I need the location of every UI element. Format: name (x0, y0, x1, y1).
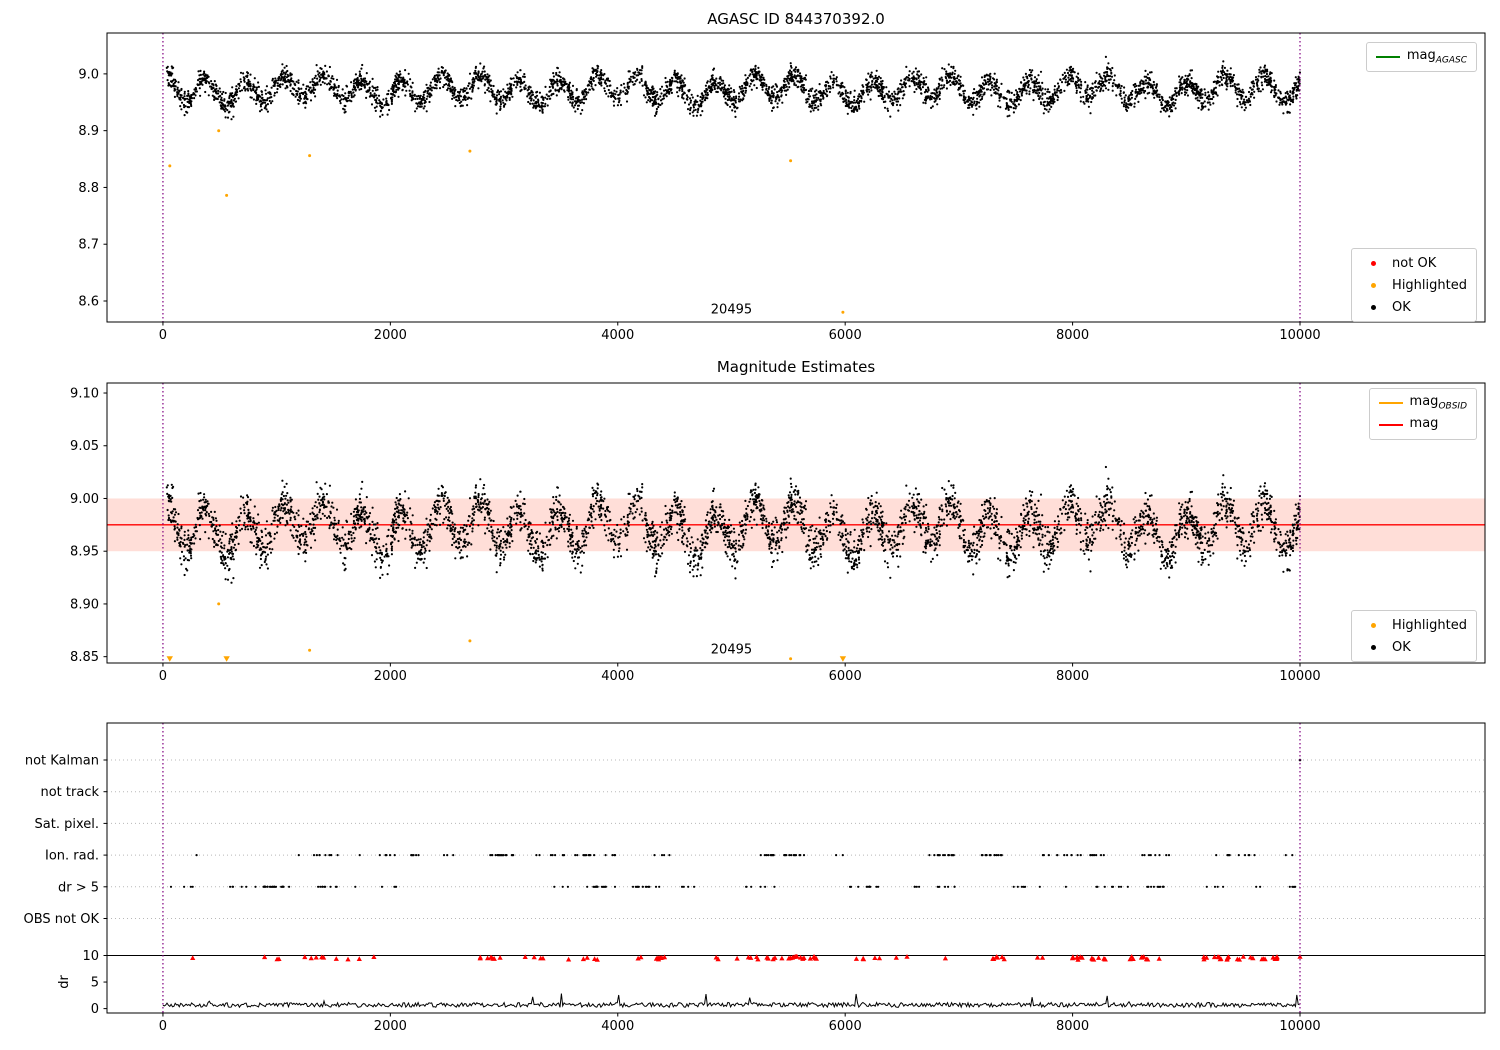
legend-label-ok: OK (1392, 299, 1411, 315)
legend-entry-highlighted: Highlighted (1361, 616, 1467, 634)
y-tick-label: 8.8 (78, 181, 99, 196)
category-label: OBS not OK (24, 912, 100, 927)
x-tick-label: 8000 (1056, 669, 1089, 684)
x-tick-label: 6000 (829, 328, 862, 343)
orange-dot-swatch (1370, 282, 1376, 288)
plot-agasc: 20495 0 2000 4000 6000 8000 10000 8.6 8.7 8.8 8.9 9… (78, 32, 1486, 343)
x-tick-label: 2000 (374, 328, 407, 343)
y-tick-label: 9.05 (70, 439, 99, 454)
category-label: Sat. pixel. (35, 817, 99, 832)
orange-line-swatch (1378, 402, 1403, 404)
label-base: mag (1409, 394, 1439, 410)
legend-label-not-ok: not OK (1392, 255, 1437, 271)
legend-entry-highlighted: Highlighted (1361, 276, 1467, 294)
y-tick-label: 8.9 (78, 124, 99, 139)
plot1-title: AGASC ID 844370392.0 (707, 10, 885, 28)
legend-label-mag: mag (1410, 416, 1439, 434)
obsid-annotation: 20495 (711, 302, 752, 317)
label-sub: AGASC (1435, 55, 1467, 66)
y-tick-label: 9.00 (70, 492, 99, 507)
black-dot-swatch (1370, 304, 1376, 310)
category-label: not track (40, 785, 99, 800)
dr-trace (162, 993, 1300, 1009)
plot2-title: Magnitude Estimates (716, 358, 876, 376)
y-tick-label: 8.90 (70, 597, 99, 612)
marker-cell (1361, 260, 1385, 266)
x-tick-label: 10000 (1279, 669, 1320, 684)
dr-tick-label: 10 (82, 949, 99, 964)
label-base: mag (1406, 48, 1436, 64)
plot-flags: 0 2000 4000 6000 8000 10000 not Kalman not trac… (24, 722, 1486, 1034)
dr-exceed-markers (190, 953, 1303, 962)
x-tick-label: 4000 (601, 328, 634, 343)
legend-plot1-markers: not OK Highlighted OK (1351, 248, 1477, 322)
legend-mag-agasc: magAGASC (1365, 42, 1477, 72)
marker-cell (1361, 304, 1385, 310)
y-tick-label: 8.7 (78, 238, 99, 253)
clipped-low-marker (223, 656, 230, 662)
red-dot-swatch (1370, 260, 1376, 266)
x-tick-label: 6000 (829, 669, 862, 684)
x-tick-label: 10000 (1279, 1019, 1320, 1034)
obsid-annotation: 20495 (711, 643, 752, 658)
axes-spine (106, 382, 1486, 664)
axes-spine (106, 32, 1486, 323)
ok-points (165, 55, 1302, 121)
legend-label-mag-agasc: magAGASC (1407, 48, 1467, 66)
legend-mag-lines: magOBSID mag (1368, 388, 1477, 440)
legend-entry-ok: OK (1361, 298, 1467, 316)
red-line-swatch (1378, 424, 1403, 426)
plot-magnitude-estimates: 20495 0 2000 4000 6000 8000 10000 8.85 8.90 8.95 9… (70, 382, 1486, 684)
category-label: Ion. rad. (45, 849, 99, 864)
legend-label-mag-obsid: magOBSID (1410, 394, 1467, 412)
x-tick-label: 2000 (374, 1019, 407, 1034)
y-tick-label: 8.85 (70, 650, 99, 665)
x-tick-label: 0 (159, 669, 167, 684)
legend-plot2-markers: Highlighted OK (1351, 610, 1477, 662)
legend-label-highlighted: Highlighted (1392, 617, 1467, 633)
highlighted-points (168, 129, 845, 314)
legend-entry-ok: OK (1361, 638, 1467, 656)
highlighted-points (217, 602, 793, 661)
dr-tick-label: 0 (91, 1002, 99, 1017)
y-tick-label: 9.0 (78, 67, 99, 82)
black-dot-swatch (1370, 644, 1376, 650)
x-tick-label: 8000 (1056, 1019, 1089, 1034)
category-label: not Kalman (25, 754, 99, 769)
marker-cell (1361, 282, 1385, 288)
legend-label-ok: OK (1392, 639, 1411, 655)
label-sub: OBSID (1438, 401, 1467, 412)
y-tick-label: 9.10 (70, 387, 99, 402)
y-tick-label: 8.95 (70, 545, 99, 560)
category-label: dr > 5 (58, 880, 99, 895)
green-line-swatch (1375, 56, 1400, 58)
axes-spine (106, 722, 1486, 1014)
ok-points (165, 465, 1302, 584)
marker-cell (1361, 622, 1385, 628)
x-tick-label: 0 (159, 1019, 167, 1034)
legend-label-highlighted: Highlighted (1392, 277, 1467, 293)
legend-entry-mag-obsid: magOBSID (1378, 394, 1467, 412)
dr-axis-label: dr (57, 975, 72, 989)
x-tick-label: 2000 (374, 669, 407, 684)
marker-cell (1361, 644, 1385, 650)
legend-entry-mag: mag (1378, 416, 1467, 434)
x-tick-label: 8000 (1056, 328, 1089, 343)
clipped-low-marker (166, 656, 173, 662)
x-tick-label: 0 (159, 328, 167, 343)
clipped-low-marker (839, 656, 847, 662)
x-tick-label: 4000 (601, 669, 634, 684)
orange-dot-swatch (1370, 622, 1376, 628)
x-tick-label: 6000 (829, 1019, 862, 1034)
legend-entry-not-ok: not OK (1361, 254, 1467, 272)
x-tick-label: 4000 (601, 1019, 634, 1034)
dr-tick-label: 5 (91, 976, 99, 991)
x-tick-label: 10000 (1279, 328, 1320, 343)
y-tick-label: 8.6 (78, 294, 99, 309)
legend-entry-mag-agasc: magAGASC (1375, 48, 1467, 66)
label-base: mag (1409, 416, 1439, 432)
